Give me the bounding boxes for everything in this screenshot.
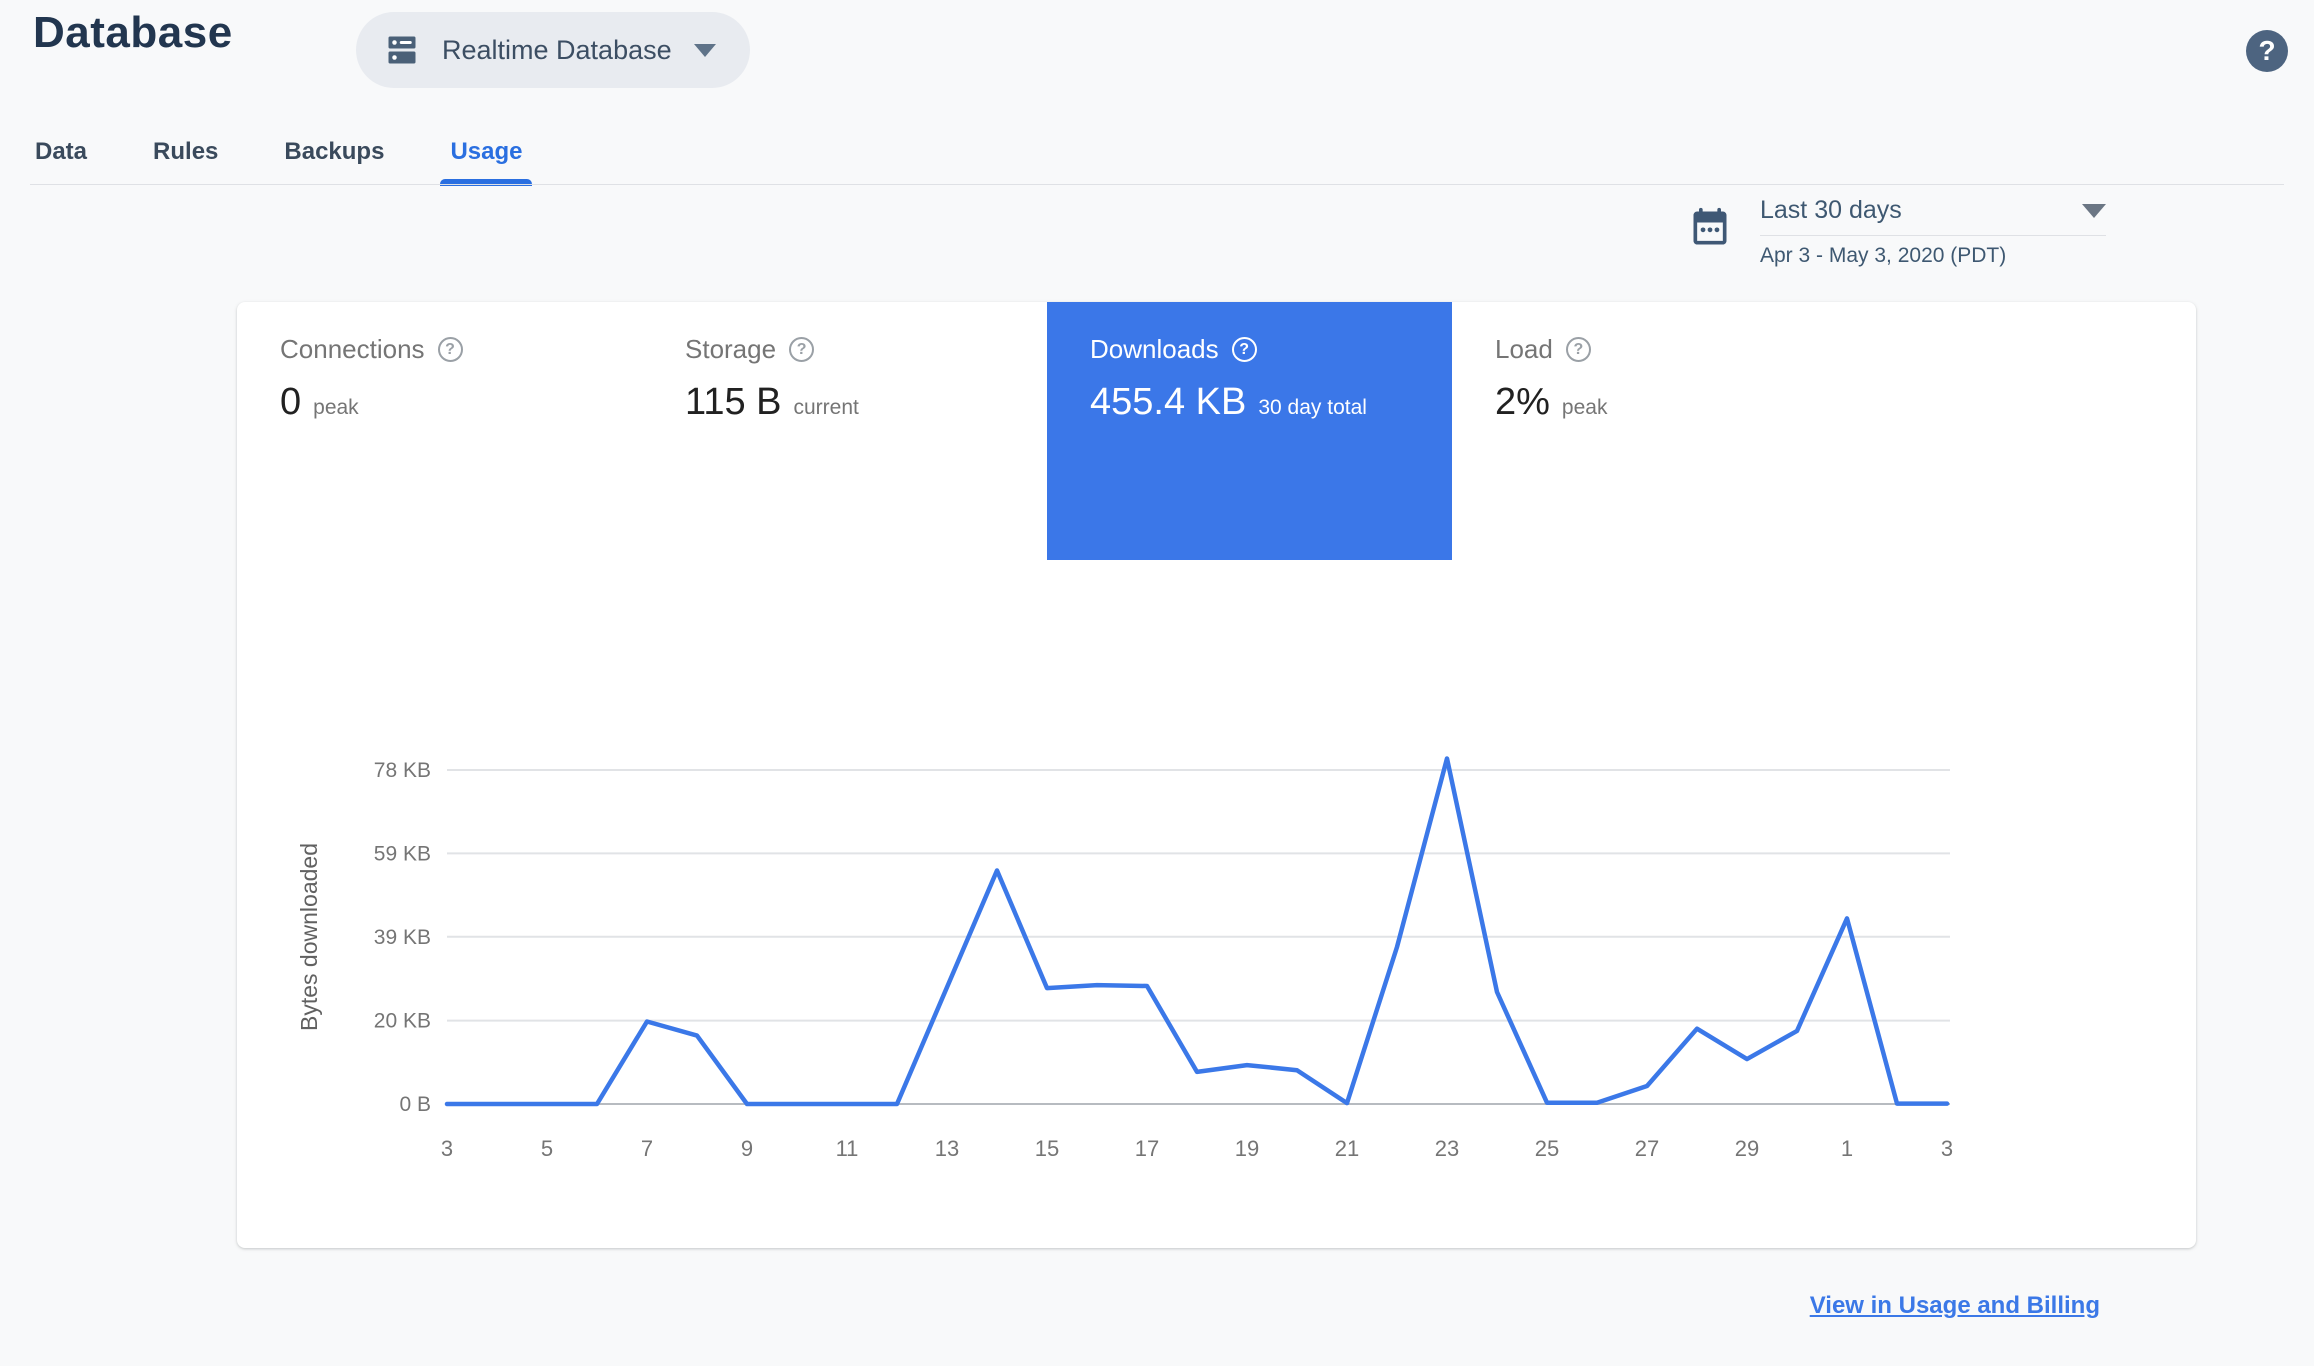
tab-bar: Data Rules Backups Usage	[33, 128, 533, 186]
usage-card: Connections ? 0 peak Storage ? 115 B cur…	[237, 302, 2196, 1248]
metric-load[interactable]: Load ? 2% peak	[1452, 302, 1857, 560]
x-tick-label: 5	[541, 1136, 553, 1161]
help-circle-icon[interactable]: ?	[1231, 337, 1257, 362]
tab-data[interactable]: Data	[35, 138, 88, 165]
database-type-selector[interactable]: Realtime Database	[356, 12, 750, 88]
tab-backups[interactable]: Backups	[284, 138, 385, 165]
help-circle-icon[interactable]: ?	[789, 337, 815, 362]
y-axis-title: Bytes downloaded	[296, 843, 322, 1031]
x-tick-label: 17	[1135, 1136, 1159, 1161]
x-tick-label: 13	[935, 1136, 959, 1161]
metric-label: Load	[1495, 334, 1553, 364]
metric-tiles: Connections ? 0 peak Storage ? 115 B cur…	[237, 302, 2196, 560]
x-tick-label: 23	[1435, 1136, 1459, 1161]
metric-value: 2%	[1495, 381, 1550, 423]
date-range-selector[interactable]: Last 30 days Apr 3 - May 3, 2020 (PDT)	[1688, 196, 2106, 268]
database-type-label: Realtime Database	[442, 34, 672, 65]
x-tick-label: 3	[441, 1136, 453, 1161]
tab-usage[interactable]: Usage	[440, 128, 533, 186]
metric-label: Connections	[280, 334, 425, 364]
x-tick-label: 21	[1335, 1136, 1359, 1161]
dns-database-icon	[384, 32, 420, 68]
y-tick-label: 39 KB	[374, 926, 431, 949]
x-tick-label: 3	[1941, 1136, 1953, 1161]
calendar-icon	[1688, 206, 1732, 268]
metric-value: 0	[280, 381, 302, 423]
metric-connections[interactable]: Connections ? 0 peak	[237, 302, 642, 560]
y-tick-label: 20 KB	[374, 1010, 431, 1033]
y-tick-label: 78 KB	[374, 759, 431, 782]
metric-storage[interactable]: Storage ? 115 B current	[642, 302, 1047, 560]
question-mark-icon: ?	[2258, 35, 2276, 66]
metric-unit: 30 day total	[1258, 396, 1367, 419]
x-tick-label: 15	[1035, 1136, 1059, 1161]
x-tick-label: 27	[1635, 1136, 1659, 1161]
metric-value: 455.4 KB	[1090, 381, 1247, 423]
tab-rules[interactable]: Rules	[153, 138, 219, 165]
x-tick-label: 19	[1235, 1136, 1259, 1161]
x-tick-label: 25	[1535, 1136, 1559, 1161]
metric-unit: peak	[313, 396, 359, 419]
y-tick-label: 59 KB	[374, 842, 431, 865]
metric-label: Downloads	[1090, 334, 1219, 364]
x-tick-label: 11	[836, 1136, 859, 1161]
dropdown-arrow-icon	[2082, 203, 2106, 218]
help-button[interactable]: ?	[2246, 30, 2288, 72]
metric-downloads[interactable]: Downloads ? 455.4 KB 30 day total	[1047, 302, 1452, 560]
date-range-dates: Apr 3 - May 3, 2020 (PDT)	[1760, 244, 2007, 267]
date-range-preset: Last 30 days	[1760, 196, 1902, 224]
metric-unit: peak	[1561, 396, 1608, 419]
tabs-divider	[30, 184, 2284, 185]
view-usage-billing-link[interactable]: View in Usage and Billing	[1809, 1292, 2100, 1319]
y-tick-label: 0 B	[399, 1093, 431, 1116]
x-tick-label: 1	[1841, 1136, 1853, 1161]
metric-unit: current	[793, 396, 859, 419]
metric-label: Storage	[685, 334, 777, 364]
x-tick-label: 7	[641, 1136, 653, 1161]
help-circle-icon[interactable]: ?	[1565, 337, 1591, 362]
downloads-series-line	[444, 756, 1950, 1107]
help-circle-icon[interactable]: ?	[437, 337, 463, 362]
page-title: Database	[33, 8, 233, 57]
x-tick-label: 29	[1735, 1136, 1759, 1161]
x-tick-label: 9	[741, 1136, 753, 1161]
metric-value: 115 B	[685, 381, 782, 423]
chevron-down-icon	[693, 43, 716, 57]
